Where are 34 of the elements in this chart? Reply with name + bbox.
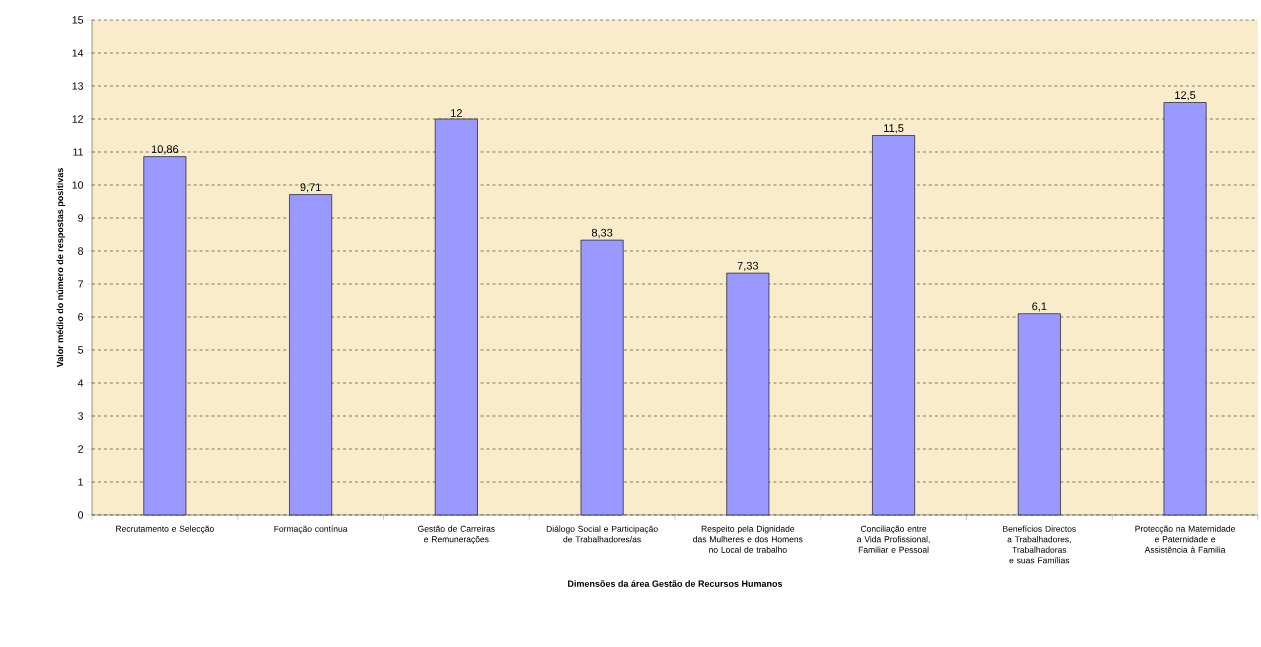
- y-tick-label: 9: [78, 214, 83, 222]
- data-label: 12,5: [1175, 91, 1196, 101]
- x-tick-label: Benefícios Directos a Trabalhadores, Trabalhadoras e suas Famílias: [1003, 525, 1076, 564]
- y-tick-label: 5: [78, 346, 84, 354]
- y-tick-label: 12: [72, 115, 83, 123]
- x-tick-label: Respeito pela Dignidade das Mulheres e dos Homens no Local de trabalho: [693, 525, 803, 553]
- y-tick-label: 11: [73, 148, 83, 156]
- x-tick-label: Recrutamento e Selecção: [116, 525, 214, 534]
- data-label: 9,71: [300, 183, 321, 193]
- x-tick-label: Gestão de Carreiras e Remunerações: [418, 525, 495, 544]
- y-tick-label: 6: [78, 313, 84, 321]
- x-tick-label: Protecção na Maternidade e Paternidade e Assistência à Familia: [1135, 525, 1235, 553]
- y-tick-label: 2: [78, 445, 83, 453]
- x-tick-label: Formação contínua: [274, 525, 348, 534]
- data-label: 7,33: [737, 261, 759, 271]
- y-axis-title: Valor médio do número de respostas positivas: [56, 168, 65, 368]
- data-label: 6,1: [1032, 302, 1047, 312]
- y-tick-label: 4: [77, 379, 84, 387]
- data-label: 8,33: [591, 228, 613, 238]
- y-tick-label: 14: [72, 49, 84, 57]
- y-tick-label: 0: [78, 511, 84, 519]
- x-tick-label: Conciliação entre a Vida Profissional, Familiar e Pessoal: [857, 525, 930, 553]
- y-tick-label: 3: [78, 412, 84, 420]
- data-label: 11,5: [884, 124, 904, 134]
- y-tick-label: 8: [78, 247, 84, 255]
- data-label: 10,86: [151, 145, 179, 155]
- y-tick-label: 10: [72, 181, 84, 189]
- y-tick-label: 1: [78, 478, 83, 486]
- y-tick-label: 7: [78, 280, 83, 288]
- y-tick-label: 15: [72, 16, 84, 24]
- x-axis-title: Dimensões da área Gestão de Recursos Humanos: [568, 580, 783, 587]
- x-tick-label: Diálogo Social e Participação de Trabalhadores/as: [546, 525, 658, 543]
- data-label: 12: [451, 109, 462, 117]
- y-tick-label: 13: [72, 82, 84, 90]
